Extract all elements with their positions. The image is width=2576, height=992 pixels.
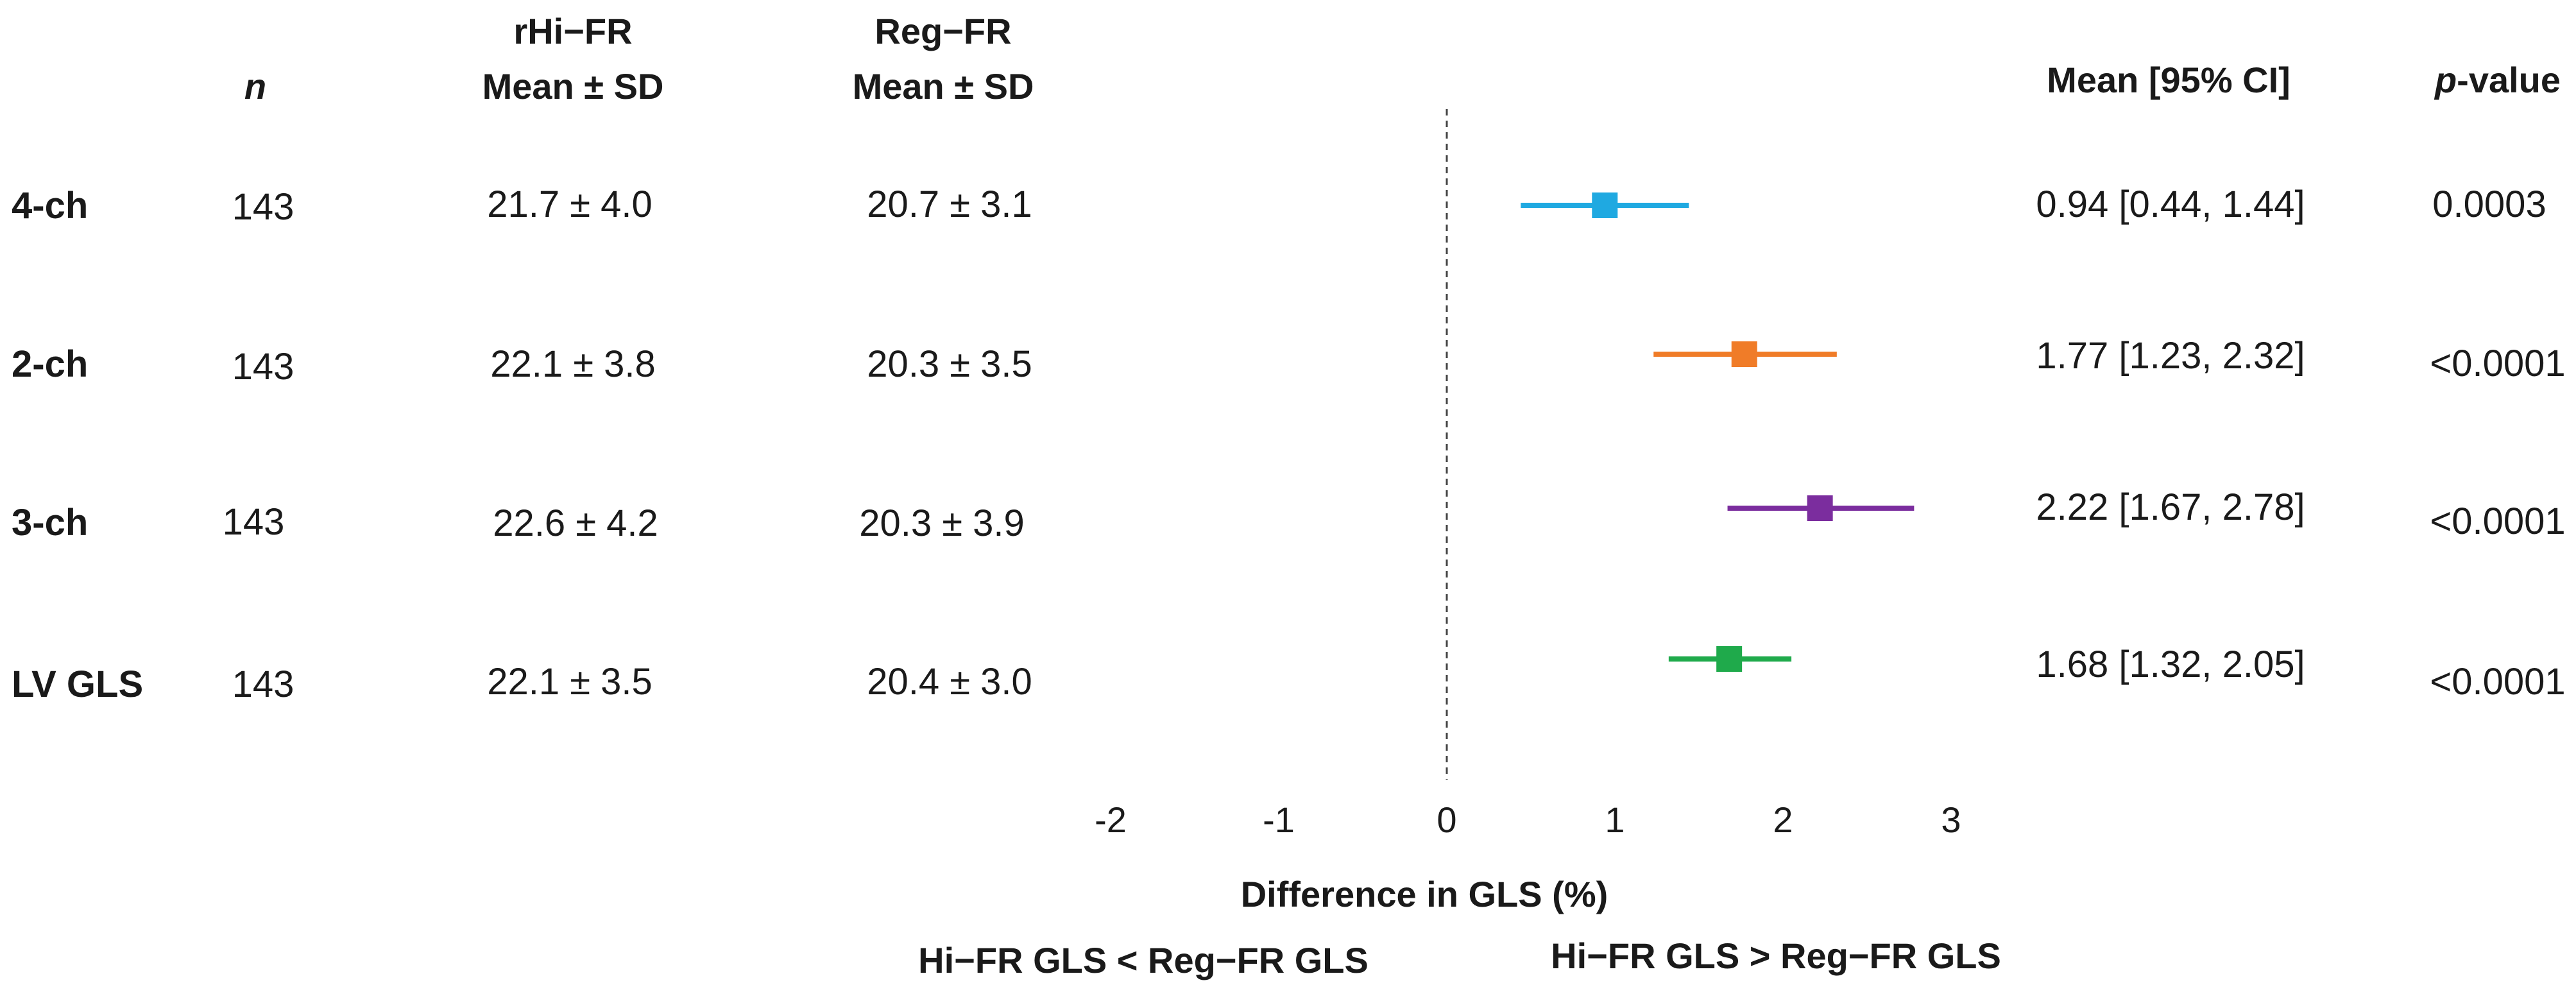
x-tick-label: 1 (1605, 800, 1625, 840)
row-label: 3-ch (12, 502, 88, 543)
x-tick-label: -2 (1095, 800, 1127, 840)
row-n: 143 (232, 346, 294, 388)
row-p-value: 0.0003 (2432, 184, 2546, 225)
mean-marker (1592, 192, 1618, 218)
left-direction-annotation: Hi−FR GLS < Reg−FR GLS (918, 940, 1369, 980)
row-rhi: 21.7 ± 4.0 (487, 184, 653, 225)
mean-marker (1716, 646, 1743, 672)
row-reg: 20.3 ± 3.5 (867, 343, 1032, 385)
row-p-value: <0.0001 (2430, 343, 2565, 384)
table-row: 2-ch 143 22.1 ± 3.8 20.3 ± 3.5 1.77 [1.2… (12, 335, 2566, 388)
row-ci: 1.68 [1.32, 2.05] (2036, 644, 2305, 685)
header-reg-title: Reg−FR (874, 11, 1011, 51)
row-ci: 1.77 [1.23, 2.32] (2036, 335, 2305, 377)
row-label: 4-ch (12, 185, 88, 227)
row-reg: 20.4 ± 3.0 (867, 661, 1032, 703)
header-reg-subtitle: Mean ± SD (853, 66, 1034, 107)
row-label: LV GLS (12, 663, 143, 705)
header-p-rest: -value (2457, 60, 2561, 100)
mean-marker (1807, 495, 1833, 521)
row-p-value: <0.0001 (2430, 500, 2565, 542)
header-rhi-subtitle: Mean ± SD (482, 66, 664, 107)
table-row: 3-ch 143 22.6 ± 4.2 20.3 ± 3.9 2.22 [1.6… (12, 486, 2566, 544)
x-tick-label: 3 (1941, 800, 1961, 840)
row-rhi: 22.1 ± 3.8 (490, 343, 656, 385)
table-row: LV GLS 143 22.1 ± 3.5 20.4 ± 3.0 1.68 [1… (12, 644, 2566, 705)
row-p-value: <0.0001 (2430, 661, 2565, 703)
forest-plot-area: -2 -1 0 1 2 3 (1095, 109, 1961, 840)
row-n: 143 (232, 186, 294, 228)
row-ci: 0.94 [0.44, 1.44] (2036, 184, 2305, 225)
header-p-value: p-value (2434, 60, 2561, 100)
row-ci: 2.22 [1.67, 2.78] (2036, 486, 2305, 528)
row-n: 143 (223, 501, 285, 543)
header-mean-ci: Mean [95% CI] (2047, 60, 2290, 100)
header-n: n (244, 66, 266, 107)
header-p-italic: p (2434, 60, 2457, 100)
row-label: 2-ch (12, 343, 88, 385)
header-rhi-title: rHi−FR (513, 11, 632, 51)
row-reg: 20.3 ± 3.9 (859, 502, 1025, 544)
right-direction-annotation: Hi−FR GLS > Reg−FR GLS (1551, 936, 2001, 976)
mean-marker (1731, 341, 1757, 367)
x-tick-label: -1 (1263, 800, 1295, 840)
x-tick-label: 2 (1773, 800, 1793, 840)
x-axis-title: Difference in GLS (%) (1241, 874, 1608, 914)
table-row: 4-ch 143 21.7 ± 4.0 20.7 ± 3.1 0.94 [0.4… (12, 184, 2546, 228)
row-reg: 20.7 ± 3.1 (867, 184, 1032, 225)
x-tick-label: 0 (1437, 800, 1456, 840)
row-rhi: 22.1 ± 3.5 (487, 661, 653, 703)
row-rhi: 22.6 ± 4.2 (493, 502, 658, 544)
row-n: 143 (232, 663, 294, 705)
